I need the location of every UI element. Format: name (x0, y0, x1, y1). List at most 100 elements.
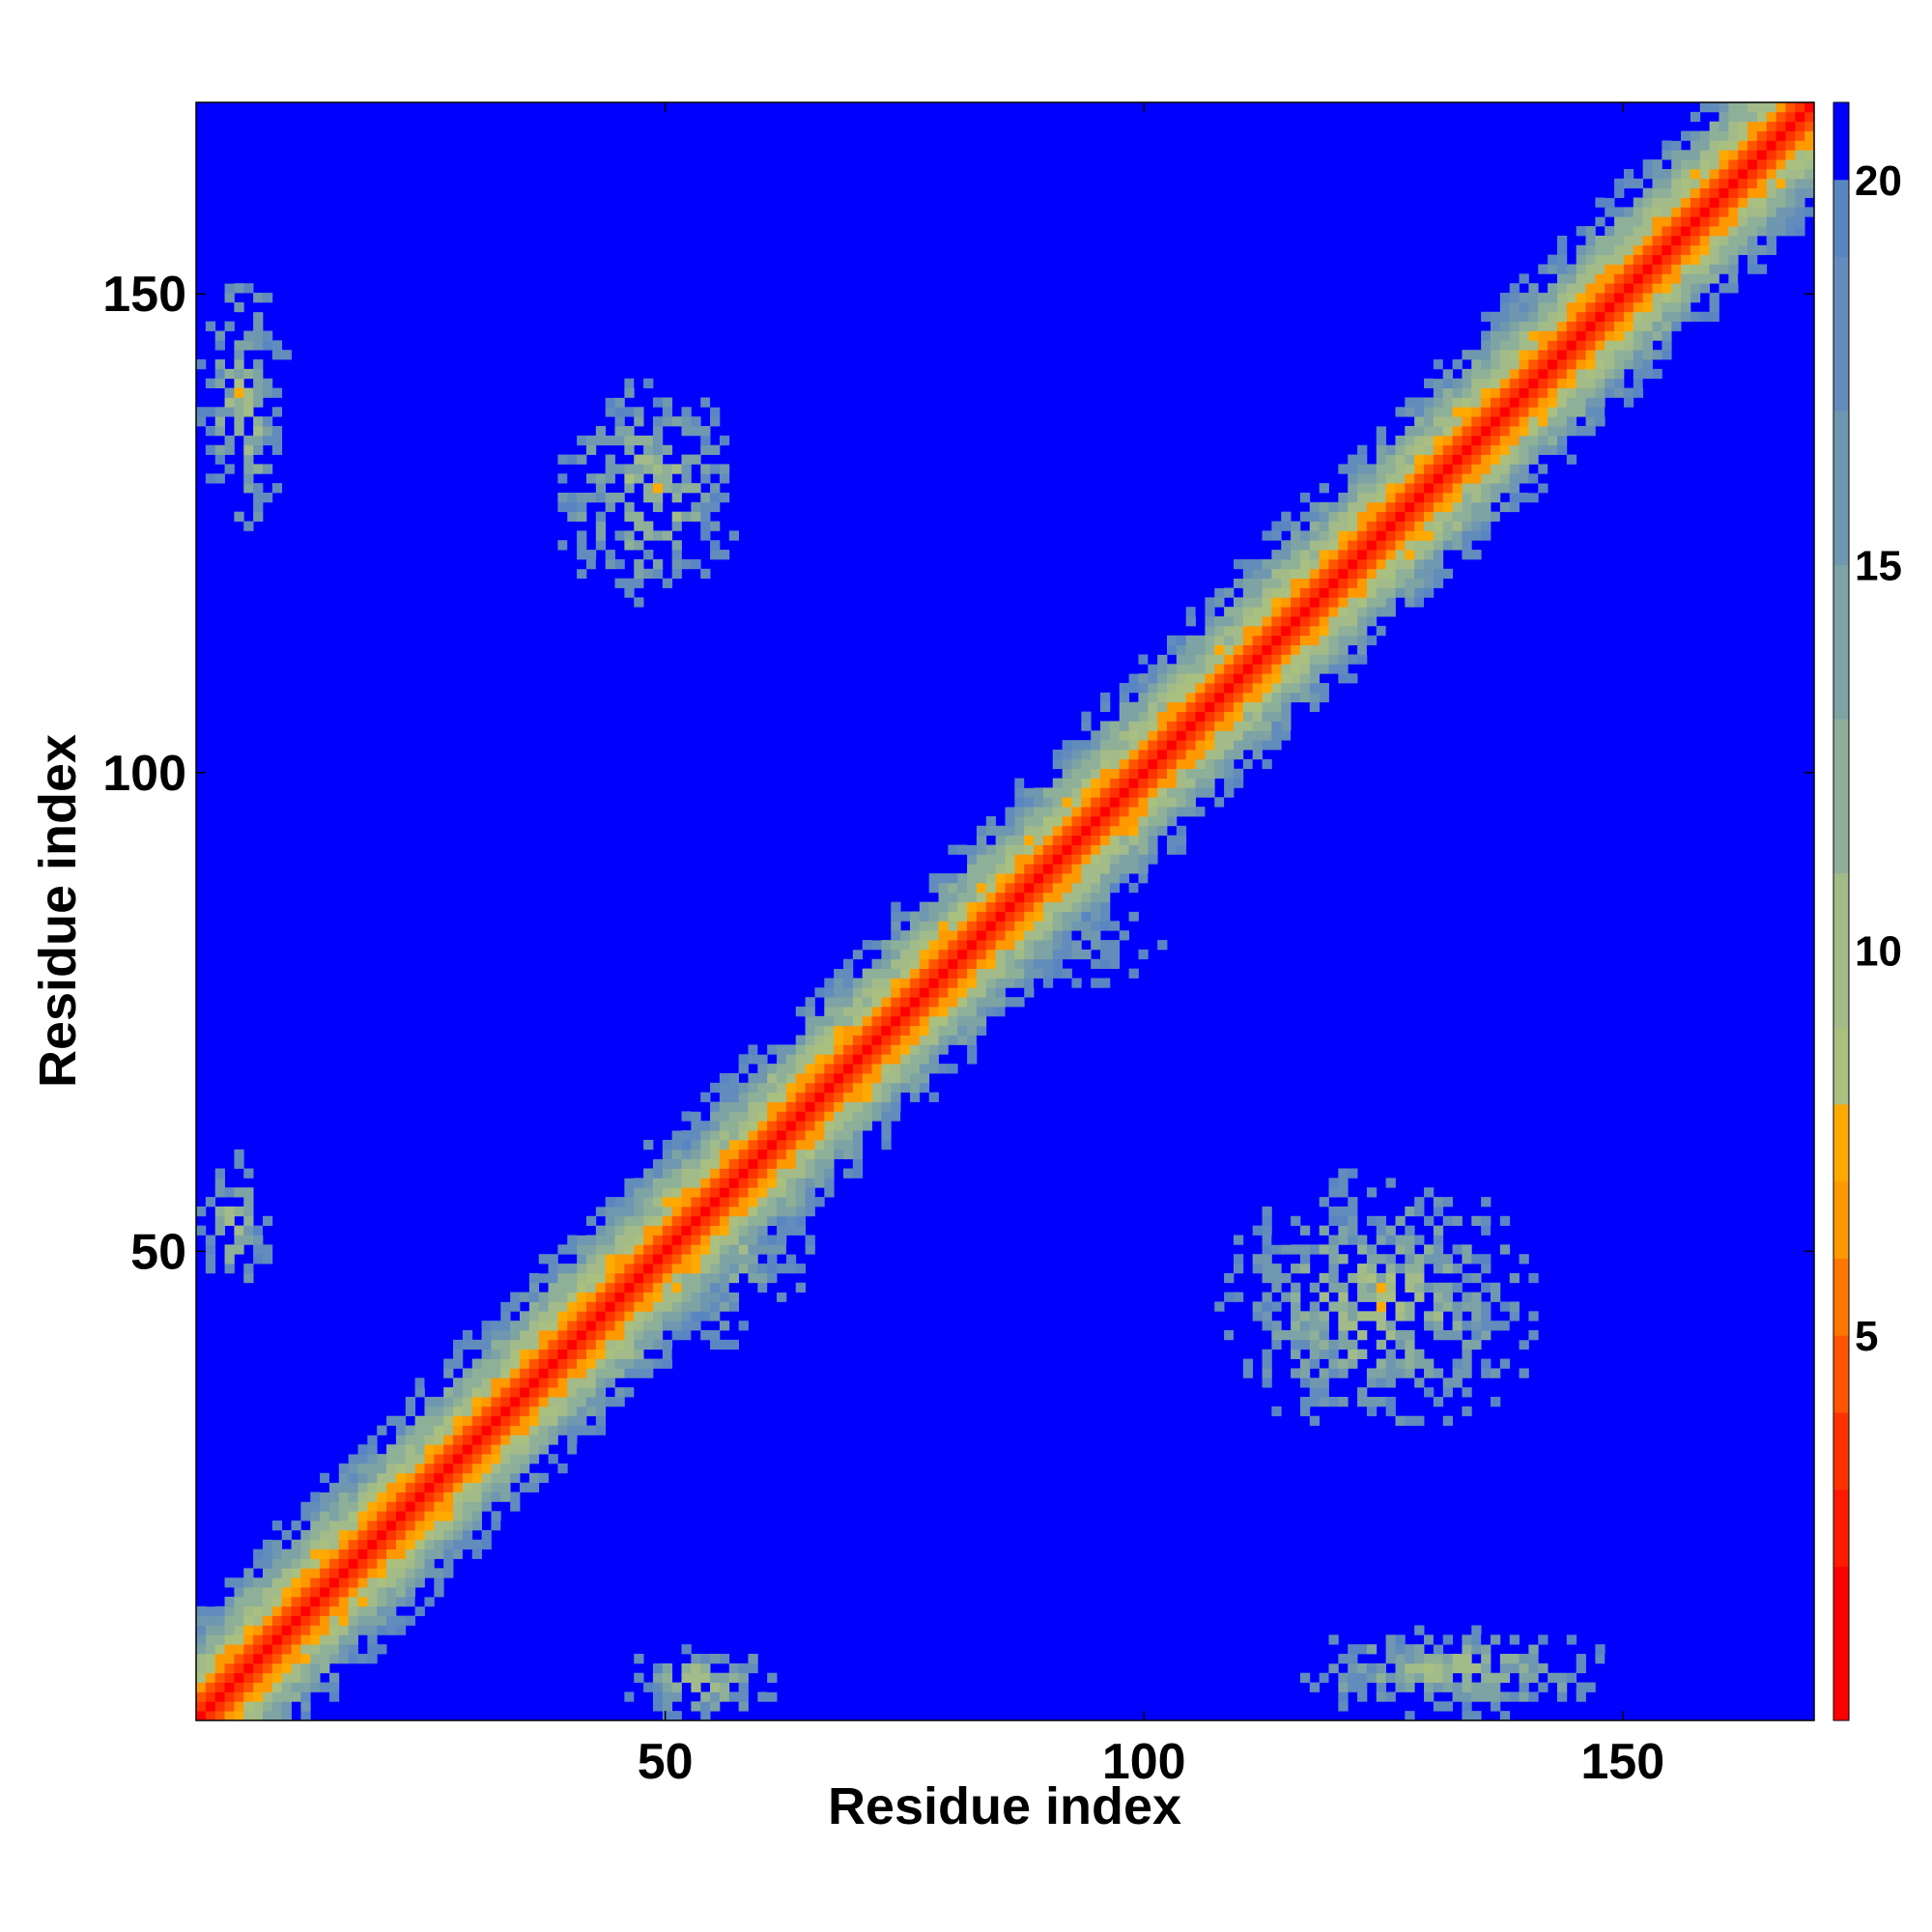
heatmap-cell (757, 1073, 768, 1084)
heatmap-cell (405, 1529, 416, 1541)
heatmap-cell (1281, 1662, 1292, 1674)
heatmap-cell (328, 1472, 340, 1484)
heatmap-cell (671, 558, 682, 570)
heatmap-cell (310, 1605, 321, 1617)
heatmap-cell (405, 1444, 416, 1455)
heatmap-cell (1119, 854, 1129, 865)
heatmap-cell (1252, 740, 1263, 751)
heatmap-cell (1614, 387, 1625, 398)
heatmap-cell (681, 1158, 692, 1169)
heatmap-cell (1281, 1272, 1292, 1284)
heatmap-cell (614, 416, 625, 427)
heatmap-cell (300, 1529, 311, 1541)
heatmap-cell (662, 1349, 673, 1359)
heatmap-cell (1623, 321, 1634, 331)
heatmap-cell (700, 501, 711, 513)
heatmap-cell (1585, 387, 1596, 398)
heatmap-cell (834, 1139, 844, 1151)
heatmap-cell (595, 1368, 607, 1378)
heatmap-cell (1699, 216, 1711, 227)
heatmap-cell (1566, 340, 1577, 351)
heatmap-cell (1376, 578, 1387, 588)
heatmap-cell (1252, 597, 1263, 608)
heatmap-cell (1699, 273, 1711, 284)
heatmap-cell (928, 901, 939, 912)
heatmap-cell (328, 1511, 340, 1521)
heatmap-cell (1185, 673, 1196, 684)
heatmap-cell (1719, 207, 1729, 217)
heatmap-cell (634, 1349, 644, 1359)
heatmap-cell (605, 1368, 615, 1378)
heatmap-cell (1405, 1311, 1415, 1321)
heatmap-cell (1671, 207, 1682, 217)
heatmap-cell (671, 1349, 682, 1359)
heatmap-cell (1195, 721, 1206, 731)
heatmap-cell (1747, 102, 1758, 113)
heatmap-cell (271, 1615, 283, 1626)
heatmap-cell (1424, 1368, 1435, 1378)
heatmap-cell (1271, 664, 1282, 674)
heatmap-cell (767, 1272, 778, 1284)
heatmap-cell (1452, 1358, 1463, 1369)
heatmap-cell (614, 530, 625, 541)
heatmap-cell (357, 1654, 368, 1664)
heatmap-cell (320, 1654, 330, 1664)
heatmap-cell (985, 940, 997, 951)
heatmap-cell (652, 1282, 664, 1293)
heatmap-cell (1062, 921, 1072, 931)
heatmap-cell (1091, 807, 1101, 817)
heatmap-cell (777, 1158, 787, 1169)
heatmap-cell (405, 1520, 416, 1531)
heatmap-cell (1128, 711, 1139, 722)
heatmap-cell (1385, 521, 1396, 531)
heatmap-cell (1585, 226, 1596, 237)
heatmap-cell (1024, 854, 1035, 865)
heatmap-cell (1100, 768, 1111, 779)
heatmap-cell (1309, 683, 1321, 694)
heatmap-cell (1071, 892, 1082, 903)
heatmap-cell (1328, 654, 1339, 665)
heatmap-cell (681, 1139, 692, 1151)
heatmap-cell (1233, 578, 1244, 588)
heatmap-cell (976, 864, 987, 874)
heatmap-cell (1414, 483, 1425, 494)
heatmap-cell (1414, 1654, 1425, 1664)
heatmap-cell (662, 530, 673, 541)
heatmap-cell (1776, 168, 1786, 180)
heatmap-cell (1395, 1415, 1406, 1426)
heatmap-cell (1491, 492, 1501, 503)
heatmap-cell (538, 1321, 549, 1331)
heatmap-cell (671, 1139, 682, 1151)
heatmap-cell (1385, 1272, 1396, 1284)
heatmap-cell (957, 844, 968, 855)
heatmap-cell (1005, 825, 1015, 837)
heatmap-cell (1566, 273, 1577, 284)
heatmap-cell (1081, 721, 1092, 731)
heatmap-cell (1556, 301, 1568, 313)
heatmap-cell (1338, 1282, 1349, 1293)
heatmap-cell (1185, 711, 1196, 722)
colorbar-segment (1833, 411, 1849, 566)
heatmap-cell (1309, 587, 1321, 598)
heatmap-cell (1671, 226, 1682, 237)
heatmap-cell (1242, 1368, 1254, 1378)
heatmap-cell (834, 1149, 844, 1160)
heatmap-cell (253, 1682, 264, 1692)
heatmap-cell (843, 1064, 854, 1074)
heatmap-cell (881, 1015, 892, 1027)
heatmap-cell (1081, 825, 1092, 837)
heatmap-cell (1519, 330, 1529, 341)
heatmap-cell (1605, 387, 1615, 398)
heatmap-cell (1357, 1235, 1368, 1245)
heatmap-cell (481, 1529, 492, 1541)
heatmap-cell (1348, 568, 1358, 580)
heatmap-cell (1719, 159, 1729, 170)
heatmap-cell (595, 1206, 607, 1217)
heatmap-cell (1385, 1225, 1396, 1236)
heatmap-cell (710, 1691, 721, 1702)
heatmap-cell (1491, 321, 1501, 331)
heatmap-cell (795, 1187, 806, 1198)
heatmap-cell (1538, 1634, 1548, 1645)
heatmap-cell (434, 1520, 444, 1531)
heatmap-cell (1595, 254, 1605, 265)
